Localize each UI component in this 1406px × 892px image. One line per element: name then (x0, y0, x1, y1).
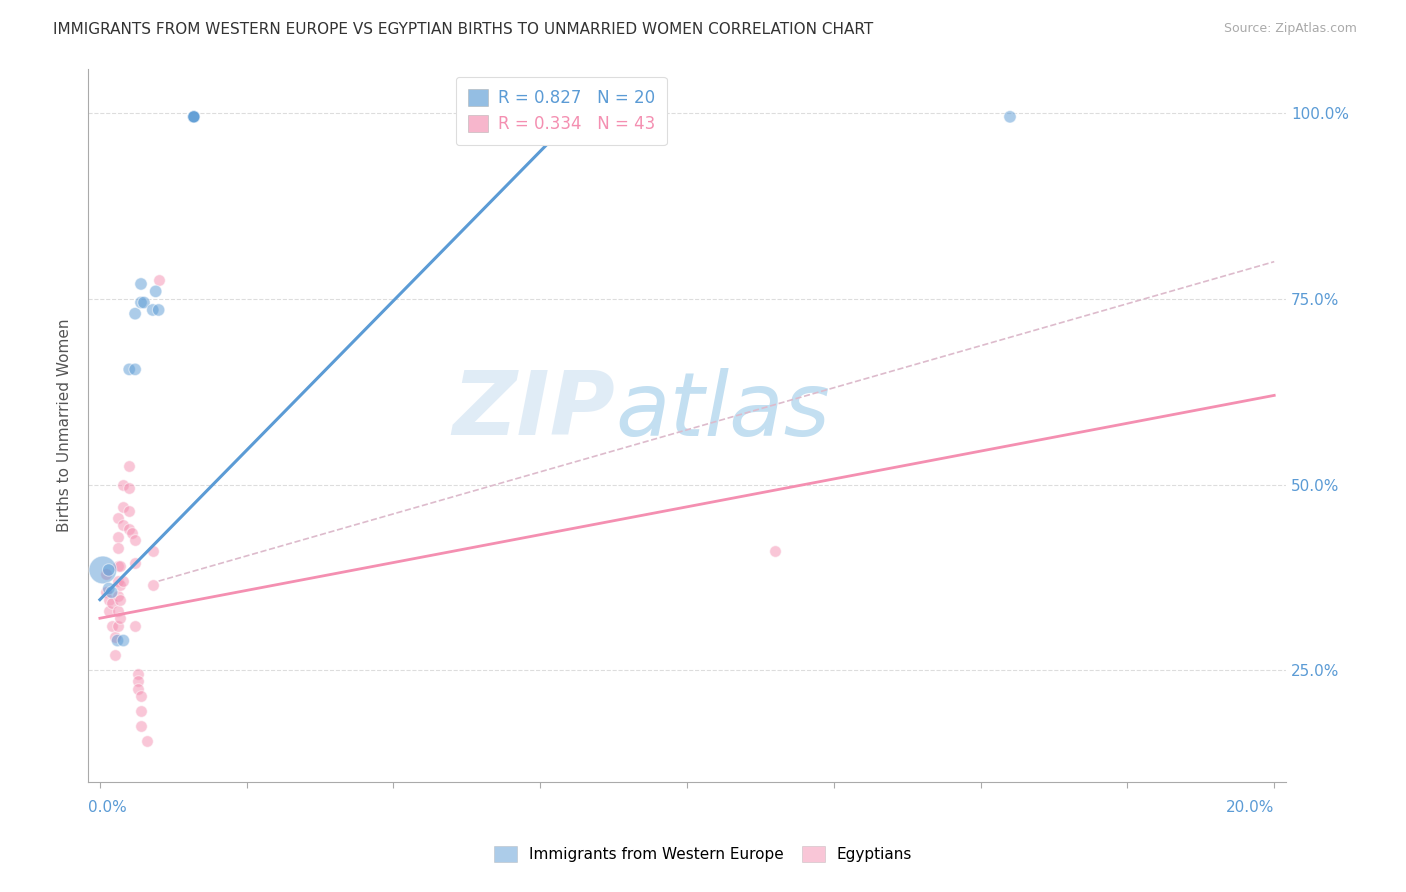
Point (129, 277, 152, 291)
Point (107, 559, 129, 574)
Point (97, 604, 120, 618)
Point (118, 481, 141, 495)
Point (107, 633, 129, 648)
Point (103, 648, 125, 663)
Point (148, 273, 170, 287)
Point (107, 511, 129, 525)
Point (129, 295, 152, 310)
Point (127, 681, 149, 696)
Point (148, 302, 170, 317)
Point (142, 302, 165, 317)
Point (110, 592, 132, 607)
Text: IMMIGRANTS FROM WESTERN EUROPE VS EGYPTIAN BIRTHS TO UNMARRIED WOMEN CORRELATION: IMMIGRANTS FROM WESTERN EUROPE VS EGYPTI… (53, 22, 873, 37)
Point (94, 585, 117, 599)
Point (118, 362, 141, 376)
Legend: R = 0.827   N = 20, R = 0.334   N = 43: R = 0.827 N = 20, R = 0.334 N = 43 (456, 77, 666, 145)
Point (107, 604, 129, 618)
Point (183, 110, 205, 124)
Point (124, 533, 146, 548)
Point (118, 458, 141, 473)
Point (112, 633, 135, 648)
Point (127, 667, 149, 681)
Point (135, 734, 157, 748)
Point (107, 589, 129, 603)
Point (183, 110, 205, 124)
Point (107, 529, 129, 543)
Point (142, 578, 165, 592)
Point (145, 285, 167, 299)
Point (97, 592, 120, 607)
Point (763, 544, 786, 558)
Point (129, 690, 152, 704)
Point (110, 611, 132, 625)
Point (118, 503, 141, 517)
Text: Source: ZipAtlas.com: Source: ZipAtlas.com (1223, 22, 1357, 36)
Point (107, 574, 129, 588)
Point (183, 110, 205, 124)
Text: 20.0%: 20.0% (1226, 800, 1274, 815)
Point (110, 578, 132, 592)
Point (94, 566, 117, 581)
Point (100, 585, 122, 599)
Point (142, 544, 165, 558)
Point (127, 674, 149, 689)
Point (132, 295, 155, 310)
Text: 0.0%: 0.0% (89, 800, 127, 815)
Point (112, 518, 135, 533)
Point (124, 362, 146, 376)
Point (107, 618, 129, 632)
Point (129, 719, 152, 733)
Point (112, 574, 135, 588)
Point (118, 522, 141, 536)
Point (91, 563, 114, 577)
Text: atlas: atlas (616, 368, 830, 454)
Text: ZIP: ZIP (453, 368, 616, 454)
Point (124, 307, 146, 321)
Point (124, 618, 146, 632)
Point (112, 500, 135, 514)
Point (121, 525, 143, 540)
Point (107, 541, 129, 555)
Point (103, 630, 125, 644)
Point (100, 596, 122, 610)
Y-axis label: Births to Unmarried Women: Births to Unmarried Women (58, 318, 72, 532)
Point (124, 556, 146, 570)
Point (100, 618, 122, 632)
Point (97, 582, 120, 596)
Point (110, 559, 132, 574)
Legend: Immigrants from Western Europe, Egyptians: Immigrants from Western Europe, Egyptian… (488, 840, 918, 868)
Point (183, 110, 205, 124)
Point (112, 477, 135, 491)
Point (97, 563, 120, 577)
Point (129, 704, 152, 718)
Point (998, 110, 1021, 124)
